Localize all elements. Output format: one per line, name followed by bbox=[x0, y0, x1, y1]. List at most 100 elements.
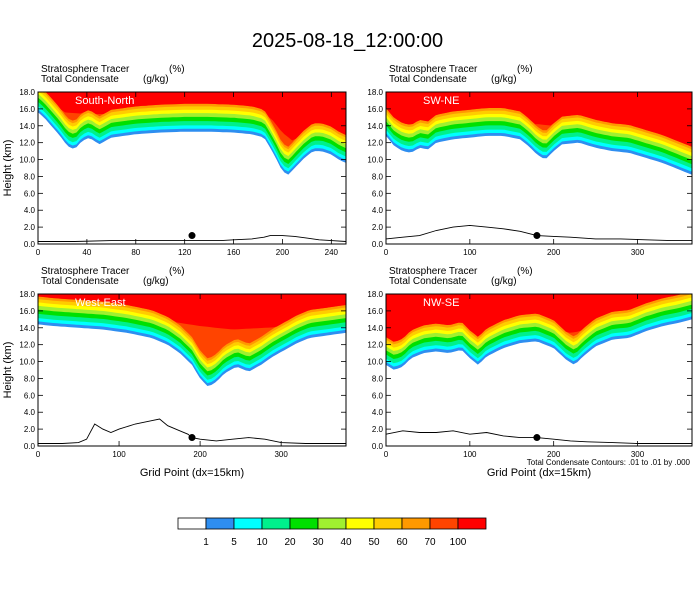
terrain-line bbox=[386, 224, 692, 242]
y-axis-label: Height (km) bbox=[2, 140, 14, 197]
y-tick-label: 6.0 bbox=[24, 391, 36, 400]
x-tick-label: 40 bbox=[82, 248, 91, 257]
x-axis-label: Grid Point (dx=15km) bbox=[487, 467, 591, 479]
colorbar-swatch bbox=[429, 517, 459, 530]
x-axis-label: Grid Point (dx=15km) bbox=[140, 467, 244, 479]
y-tick-label: 16.0 bbox=[19, 105, 35, 114]
y-tick-label: 10.0 bbox=[367, 358, 383, 367]
y-tick-label: 10.0 bbox=[19, 156, 35, 165]
panel-plot-area bbox=[38, 92, 346, 244]
colorbar-label: 30 bbox=[312, 537, 324, 548]
y-tick-label: 10.0 bbox=[19, 358, 35, 367]
colorbar-label: 40 bbox=[340, 537, 352, 548]
location-marker bbox=[533, 434, 541, 442]
y-tick-label: 18.0 bbox=[19, 290, 35, 299]
location-marker bbox=[188, 434, 196, 442]
colorbar-swatch bbox=[457, 517, 487, 530]
field1-label: Stratosphere Tracer bbox=[389, 266, 478, 277]
y-tick-label: 8.0 bbox=[24, 374, 36, 383]
field1-units: (%) bbox=[169, 266, 185, 277]
x-tick-label: 100 bbox=[463, 450, 477, 459]
colorbar-label: 1 bbox=[203, 537, 209, 548]
y-tick-label: 4.0 bbox=[372, 206, 384, 215]
colorbar-label: 5 bbox=[231, 537, 237, 548]
y-tick-label: 14.0 bbox=[367, 324, 383, 333]
panel-plot-area bbox=[386, 92, 692, 244]
field2-units: (g/kg) bbox=[143, 74, 169, 85]
y-tick-label: 10.0 bbox=[367, 156, 383, 165]
colorbar-label: 20 bbox=[284, 537, 296, 548]
x-tick-label: 200 bbox=[547, 248, 561, 257]
x-tick-label: 300 bbox=[274, 450, 288, 459]
field2-label: Total Condensate bbox=[41, 276, 119, 287]
y-tick-label: 2.0 bbox=[372, 223, 384, 232]
y-tick-label: 4.0 bbox=[372, 408, 384, 417]
terrain-line bbox=[38, 418, 346, 444]
x-tick-label: 100 bbox=[463, 248, 477, 257]
y-tick-label: 2.0 bbox=[372, 425, 384, 434]
x-tick-label: 200 bbox=[193, 450, 207, 459]
colorbar-swatch bbox=[401, 517, 431, 530]
y-tick-label: 12.0 bbox=[19, 139, 35, 148]
x-tick-label: 300 bbox=[631, 248, 645, 257]
panel-2: West-East Stratosphere Tracer (%) Total Con… bbox=[2, 266, 347, 479]
panel-frame bbox=[385, 91, 693, 245]
field1-units: (%) bbox=[517, 64, 533, 75]
colorbar-swatch bbox=[345, 517, 375, 530]
field2-units: (g/kg) bbox=[491, 276, 517, 287]
y-tick-label: 4.0 bbox=[24, 206, 36, 215]
y-tick-label: 16.0 bbox=[367, 307, 383, 316]
y-tick-label: 0.0 bbox=[24, 240, 36, 249]
colorbar-label: 50 bbox=[368, 537, 380, 548]
field1-label: Stratosphere Tracer bbox=[389, 64, 478, 75]
field2-units: (g/kg) bbox=[491, 74, 517, 85]
y-tick-label: 14.0 bbox=[367, 122, 383, 131]
colorbar-label: 70 bbox=[424, 537, 436, 548]
tracer-red-layer bbox=[386, 92, 692, 147]
x-tick-label: 0 bbox=[36, 248, 41, 257]
y-tick-label: 16.0 bbox=[367, 105, 383, 114]
y-tick-label: 4.0 bbox=[24, 408, 36, 417]
panel-frame bbox=[385, 293, 693, 447]
x-tick-label: 100 bbox=[112, 450, 126, 459]
x-tick-label: 160 bbox=[227, 248, 241, 257]
x-tick-label: 200 bbox=[547, 450, 561, 459]
y-tick-label: 14.0 bbox=[19, 122, 35, 131]
x-tick-label: 120 bbox=[178, 248, 192, 257]
y-tick-label: 6.0 bbox=[372, 391, 384, 400]
colorbar-swatch bbox=[289, 517, 319, 530]
colorbar-swatch bbox=[177, 517, 207, 530]
x-tick-label: 300 bbox=[631, 450, 645, 459]
terrain-line bbox=[38, 235, 346, 242]
y-tick-label: 18.0 bbox=[19, 88, 35, 97]
x-tick-label: 240 bbox=[325, 248, 339, 257]
field2-label: Total Condensate bbox=[389, 74, 467, 85]
y-tick-label: 0.0 bbox=[372, 240, 384, 249]
colorbar-swatch bbox=[317, 517, 347, 530]
tracer-red-layer bbox=[38, 294, 346, 330]
field1-label: Stratosphere Tracer bbox=[41, 64, 130, 75]
y-tick-label: 6.0 bbox=[372, 189, 384, 198]
y-axis-label: Height (km) bbox=[2, 342, 14, 399]
y-tick-label: 14.0 bbox=[19, 324, 35, 333]
colorbar-label: 10 bbox=[256, 537, 268, 548]
location-marker bbox=[533, 232, 541, 240]
colorbar-label: 100 bbox=[450, 537, 467, 548]
y-tick-label: 16.0 bbox=[19, 307, 35, 316]
tracer-red-layer bbox=[38, 92, 346, 141]
panel-frame bbox=[37, 293, 347, 447]
panel-0: South-North Stratosphere Tracer (%) Total C… bbox=[2, 64, 347, 257]
y-tick-label: 8.0 bbox=[372, 374, 384, 383]
colorbar-swatch bbox=[261, 517, 291, 530]
location-marker bbox=[188, 232, 196, 240]
y-tick-label: 6.0 bbox=[24, 189, 36, 198]
colorbar-swatch bbox=[373, 517, 403, 530]
colorbar-swatch bbox=[205, 517, 235, 530]
y-tick-label: 18.0 bbox=[367, 88, 383, 97]
field1-units: (%) bbox=[169, 64, 185, 75]
field1-label: Stratosphere Tracer bbox=[41, 266, 130, 277]
panel-3: NW-SE Stratosphere Tracer (%) Total Condens… bbox=[367, 266, 693, 479]
panel-title-label: South-North bbox=[75, 95, 134, 107]
y-tick-label: 2.0 bbox=[24, 223, 36, 232]
field1-units: (%) bbox=[517, 266, 533, 277]
